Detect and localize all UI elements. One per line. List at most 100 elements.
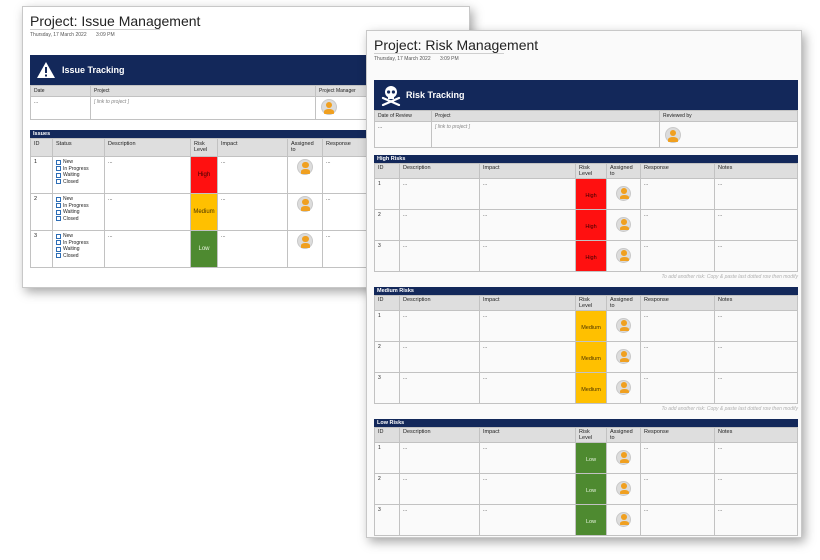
avatar-icon[interactable]: [616, 449, 631, 465]
risk-assigned[interactable]: [606, 504, 641, 536]
risk-impact[interactable]: ...: [479, 209, 576, 241]
avatar-icon[interactable]: [297, 159, 313, 175]
risk-impact[interactable]: ...: [479, 504, 576, 536]
risk-assigned[interactable]: [606, 372, 641, 404]
risk-notes[interactable]: ...: [714, 504, 798, 536]
risk-response[interactable]: ...: [640, 372, 715, 404]
issue-assigned[interactable]: [287, 230, 323, 268]
checkbox[interactable]: [56, 166, 61, 172]
risk-assigned[interactable]: [606, 341, 641, 373]
risk-response[interactable]: ...: [640, 209, 715, 241]
risk-impact[interactable]: ...: [479, 442, 576, 474]
risk-assigned[interactable]: [606, 178, 641, 210]
status-option[interactable]: In Progress: [56, 166, 101, 173]
avatar-icon[interactable]: [616, 317, 631, 333]
risk-description[interactable]: ...: [399, 178, 480, 210]
risk-notes[interactable]: ...: [714, 178, 798, 210]
risk-assigned[interactable]: [606, 310, 641, 342]
risk-notes[interactable]: ...: [714, 240, 798, 272]
page-title[interactable]: Project: Issue Management: [30, 13, 201, 29]
avatar-icon[interactable]: [616, 216, 631, 232]
avatar-icon[interactable]: [321, 99, 337, 115]
project-link[interactable]: [ link to project ]: [90, 96, 316, 120]
checkbox[interactable]: [56, 246, 61, 252]
checkbox[interactable]: [56, 172, 61, 178]
risk-response[interactable]: ...: [640, 504, 715, 536]
avatar-icon[interactable]: [616, 247, 631, 263]
checkbox[interactable]: [56, 216, 61, 222]
risk-notes[interactable]: ...: [714, 310, 798, 342]
risk-impact[interactable]: ...: [479, 473, 576, 505]
risk-response[interactable]: ...: [640, 310, 715, 342]
checkbox[interactable]: [56, 209, 61, 215]
risk-response[interactable]: ...: [640, 341, 715, 373]
risk-notes[interactable]: ...: [714, 341, 798, 373]
checkbox[interactable]: [56, 159, 61, 165]
risk-description[interactable]: ...: [399, 372, 480, 404]
checkbox[interactable]: [56, 233, 61, 239]
status-option[interactable]: New: [56, 159, 101, 166]
risk-impact[interactable]: ...: [479, 341, 576, 373]
risk-response[interactable]: ...: [640, 442, 715, 474]
risk-impact[interactable]: ...: [479, 310, 576, 342]
risk-impact[interactable]: ...: [479, 240, 576, 272]
risk-notes[interactable]: ...: [714, 209, 798, 241]
status-option[interactable]: Closed: [56, 216, 101, 223]
issue-assigned[interactable]: [287, 156, 323, 194]
status-option[interactable]: Closed: [56, 253, 101, 260]
risk-notes[interactable]: ...: [714, 442, 798, 474]
status-option[interactable]: In Progress: [56, 203, 101, 210]
checkbox[interactable]: [56, 240, 61, 246]
status-option[interactable]: Waiting: [56, 209, 101, 216]
page-time: 3:09 PM: [440, 56, 459, 62]
issue-impact[interactable]: ...: [217, 230, 288, 268]
issue-description[interactable]: ...: [104, 156, 191, 194]
risk-description[interactable]: ...: [399, 504, 480, 536]
avatar-icon[interactable]: [297, 196, 313, 212]
risk-response[interactable]: ...: [640, 473, 715, 505]
issue-impact[interactable]: ...: [217, 156, 288, 194]
date-value[interactable]: ...: [30, 96, 91, 120]
risk-description[interactable]: ...: [399, 209, 480, 241]
risk-assigned[interactable]: [606, 442, 641, 474]
reviewer-value[interactable]: [659, 121, 798, 148]
risk-response[interactable]: ...: [640, 178, 715, 210]
page-title[interactable]: Project: Risk Management: [374, 37, 539, 53]
avatar-icon[interactable]: [616, 185, 631, 201]
status-option[interactable]: Waiting: [56, 246, 101, 253]
status-option[interactable]: Waiting: [56, 172, 101, 179]
issue-description[interactable]: ...: [104, 230, 191, 268]
risk-assigned[interactable]: [606, 473, 641, 505]
avatar-icon[interactable]: [616, 511, 631, 527]
status-option[interactable]: Closed: [56, 179, 101, 186]
risk-description[interactable]: ...: [399, 341, 480, 373]
checkbox[interactable]: [56, 253, 61, 259]
risk-impact[interactable]: ...: [479, 178, 576, 210]
avatar-icon[interactable]: [616, 480, 631, 496]
risk-description[interactable]: ...: [399, 240, 480, 272]
project-link[interactable]: [ link to project ]: [431, 121, 660, 148]
avatar-icon[interactable]: [665, 127, 681, 143]
risk-notes[interactable]: ...: [714, 372, 798, 404]
review-date-value[interactable]: ...: [374, 121, 432, 148]
risk-impact[interactable]: ...: [479, 372, 576, 404]
checkbox[interactable]: [56, 196, 61, 202]
risk-description[interactable]: ...: [399, 310, 480, 342]
avatar-icon[interactable]: [616, 348, 631, 364]
risk-description[interactable]: ...: [399, 473, 480, 505]
status-option[interactable]: In Progress: [56, 240, 101, 247]
risk-description[interactable]: ...: [399, 442, 480, 474]
risk-assigned[interactable]: [606, 209, 641, 241]
checkbox[interactable]: [56, 179, 61, 185]
issue-impact[interactable]: ...: [217, 193, 288, 231]
status-option[interactable]: New: [56, 233, 101, 240]
risk-assigned[interactable]: [606, 240, 641, 272]
issue-description[interactable]: ...: [104, 193, 191, 231]
checkbox[interactable]: [56, 203, 61, 209]
status-option[interactable]: New: [56, 196, 101, 203]
avatar-icon[interactable]: [616, 379, 631, 395]
risk-response[interactable]: ...: [640, 240, 715, 272]
risk-notes[interactable]: ...: [714, 473, 798, 505]
avatar-icon[interactable]: [297, 233, 313, 249]
issue-assigned[interactable]: [287, 193, 323, 231]
